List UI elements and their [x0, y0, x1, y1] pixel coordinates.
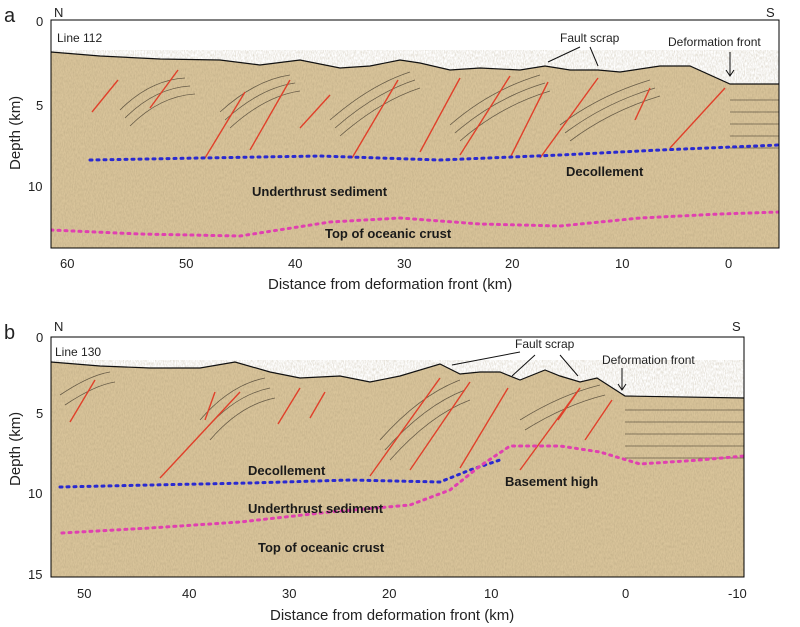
panel-a-front-arrow — [725, 52, 735, 77]
panel-a-front-label: Deformation front — [668, 35, 761, 49]
panel-b-decollement-line — [58, 458, 502, 489]
panel-a-fault-label: Fault scrap — [560, 31, 620, 45]
panel-a-north: N — [54, 5, 63, 20]
panel-b-reflectors — [59, 371, 744, 461]
panel-b-north: N — [54, 319, 63, 334]
panel-b-xtick-5: 0 — [622, 586, 629, 601]
panel-a-oceanic-label: Top of oceanic crust — [325, 226, 452, 241]
panel-b-frame — [50, 336, 745, 578]
panel-a-oceanic-crust-line — [51, 210, 779, 238]
panel-a-frame — [50, 19, 780, 249]
panel-b-front-label: Deformation front — [602, 353, 695, 367]
panel-b-line-label: Line 130 — [55, 345, 101, 359]
panel-b-front-arrow — [617, 368, 627, 391]
panel-b-underthrust-label: Underthrust sediment — [248, 501, 384, 516]
panel-a-ytick-1: 5 — [36, 98, 43, 113]
panel-a-line-label: Line 112 — [57, 31, 102, 45]
panel-b-ytick-2: 10 — [28, 486, 42, 501]
panel-b-ytick-1: 5 — [36, 406, 43, 421]
panel-b-fault-label: Fault scrap — [515, 337, 575, 351]
panel-b-basement-label: Basement high — [505, 474, 598, 489]
panel-b-oceanic-label: Top of oceanic crust — [258, 540, 385, 555]
panel-b-decollement-label: Decollement — [248, 463, 326, 478]
panel-b-xlabel: Distance from deformation front (km) — [270, 607, 514, 624]
panel-a-xtick-3: 30 — [397, 256, 411, 271]
panel-a-south: S — [766, 5, 775, 20]
panel-b: b N S Line 130 Fault sc — [4, 319, 747, 624]
panel-a-decollement-label: Decollement — [566, 164, 644, 179]
panel-a: a N S — [4, 5, 780, 293]
panel-b-letter: b — [4, 322, 15, 344]
panel-a-xtick-5: 10 — [615, 256, 629, 271]
panel-a-xtick-6: 0 — [725, 256, 732, 271]
panel-b-xtick-1: 40 — [182, 586, 196, 601]
panel-b-xtick-2: 30 — [282, 586, 296, 601]
panel-b-noise — [51, 360, 744, 577]
panel-a-fault-arrows — [547, 46, 599, 67]
panel-a-underthrust-label: Underthrust sediment — [252, 184, 388, 199]
panel-b-fault-lines — [69, 377, 613, 479]
panel-a-xtick-1: 50 — [179, 256, 193, 271]
panel-a-seismic-section — [51, 50, 779, 248]
panel-b-ylabel: Depth (km) — [7, 412, 24, 486]
panel-a-xtick-0: 60 — [60, 256, 74, 271]
panel-a-reflectors — [119, 71, 779, 149]
panel-b-ytick-3: 15 — [28, 567, 42, 582]
panel-b-xtick-0: 50 — [77, 586, 91, 601]
panel-a-xtick-4: 20 — [505, 256, 519, 271]
panel-a-seafloor-line — [51, 51, 779, 85]
panel-a-decollement-line — [88, 143, 779, 162]
panel-b-xtick-3: 20 — [382, 586, 396, 601]
panel-a-ylabel: Depth (km) — [7, 96, 24, 170]
panel-a-xlabel: Distance from deformation front (km) — [268, 276, 512, 293]
panel-b-oceanic-crust-line — [60, 444, 744, 535]
panel-a-xtick-2: 40 — [288, 256, 302, 271]
panel-b-ytick-0: 0 — [36, 330, 43, 345]
panel-b-fault-arrows — [451, 351, 579, 377]
panel-a-fault-lines — [91, 69, 726, 159]
panel-b-xtick-4: 10 — [484, 586, 498, 601]
panel-b-south: S — [732, 319, 741, 334]
panel-a-ytick-2: 10 — [28, 179, 42, 194]
panel-b-seafloor-line — [51, 361, 744, 399]
panel-a-ytick-0: 0 — [36, 14, 43, 29]
panel-a-letter: a — [4, 5, 16, 27]
panel-b-xtick-6: -10 — [728, 586, 747, 601]
panel-b-seismic-section — [51, 360, 744, 577]
